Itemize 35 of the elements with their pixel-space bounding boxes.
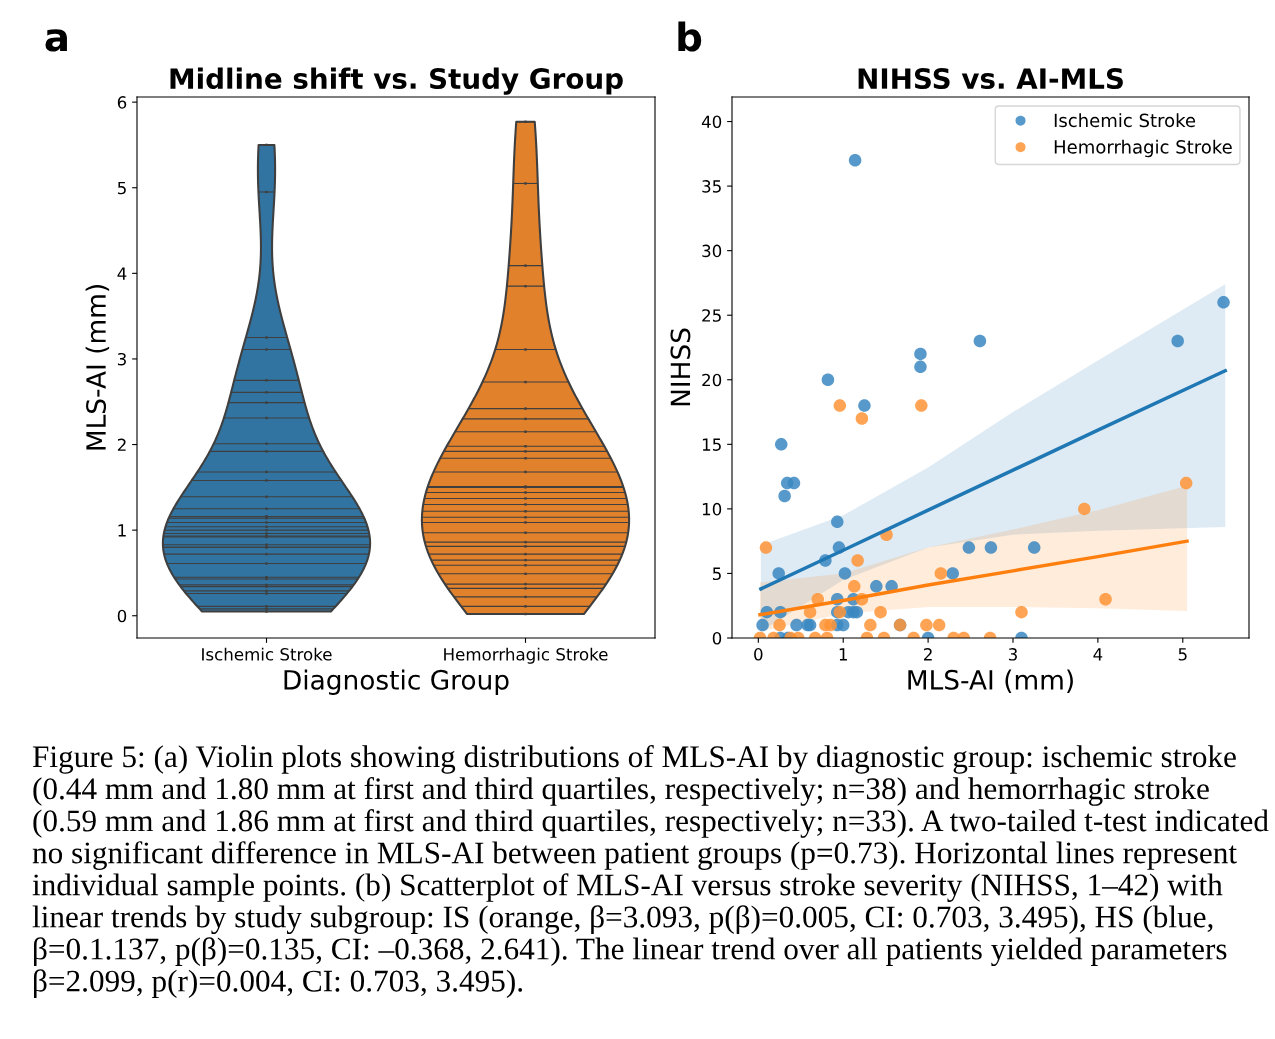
y-tick-label: 3 xyxy=(117,352,126,366)
x-tick-label: 0 xyxy=(754,648,763,661)
legend-label: Hemorrhagic Stroke xyxy=(1054,139,1232,158)
text: b xyxy=(678,21,702,52)
x-axis-title: MLS-AI (mm) xyxy=(908,669,1073,693)
legend-label: Ischemic Stroke xyxy=(1054,113,1196,128)
y-tick-label: 4 xyxy=(117,267,127,280)
x-tick-label: 1 xyxy=(839,648,847,661)
y-tick-label: 6 xyxy=(117,96,127,109)
y-tick-label: 20 xyxy=(702,373,722,387)
x-tick-label: 2 xyxy=(924,648,932,661)
text: a xyxy=(45,29,67,52)
y-tick-label: 1 xyxy=(118,524,126,537)
y-tick-label: 0 xyxy=(712,631,722,645)
y-tick-label: 40 xyxy=(701,115,722,129)
x-tick-label: 3 xyxy=(1008,648,1017,661)
x-tick-label: Hemorrhagic Stroke xyxy=(444,647,608,664)
y-tick-label: 0 xyxy=(117,609,127,623)
y-tick-label: 30 xyxy=(702,244,722,258)
y-tick-label: 25 xyxy=(702,309,721,322)
y-tick-label: 5 xyxy=(712,567,721,581)
y-axis-title: NIHSS xyxy=(670,328,691,406)
chart-title: Midline shift vs. Study Group xyxy=(170,67,623,95)
chart-title: NIHSS vs. AI-MLS xyxy=(858,68,1123,90)
y-tick-label: 35 xyxy=(702,180,721,193)
y-tick-label: 2 xyxy=(117,438,126,451)
y-axis-title: MLS-AI (mm) xyxy=(85,285,110,450)
x-tick-label: Ischemic Stroke xyxy=(202,647,332,661)
x-axis-title: Diagnostic Group xyxy=(284,669,509,695)
y-tick-label: 10 xyxy=(702,502,722,516)
x-tick-label: 4 xyxy=(1093,648,1103,661)
y-tick-label: 15 xyxy=(702,438,721,451)
y-tick-label: 5 xyxy=(117,181,126,195)
caption: Figure 5: (a) Violin plots showing distributions of MLS-AI by diagnostic group: ischemic stroke (0.44 mm and 1.80 mm at first and third quartiles, respectively; n=38) and hemorrhagic stroke (0.59 mm and 1.86 mm at first and third quartiles, respectively; n=33). A two-tailed t-test indicated no significant difference in MLS-AI between patient groups (p=0.73). Horizontal lines represent individual sample points. (b) Scatterplot of MLS-AI versus stroke severity (NIHSS, 1–42) with linear trends by study subgroup: IS (orange, β=3.093, p(β)=0.005, CI: 0.703, 3.495), HS (blue, β=0.1.137, p(β)=0.135, CI: –0.368, 2.641). The linear trend over all patients yielded parameters β=2.099, p(r)=0.004, CI: 0.703, 3.495). xyxy=(32,745,1269,998)
x-tick-label: 5 xyxy=(1178,648,1187,661)
